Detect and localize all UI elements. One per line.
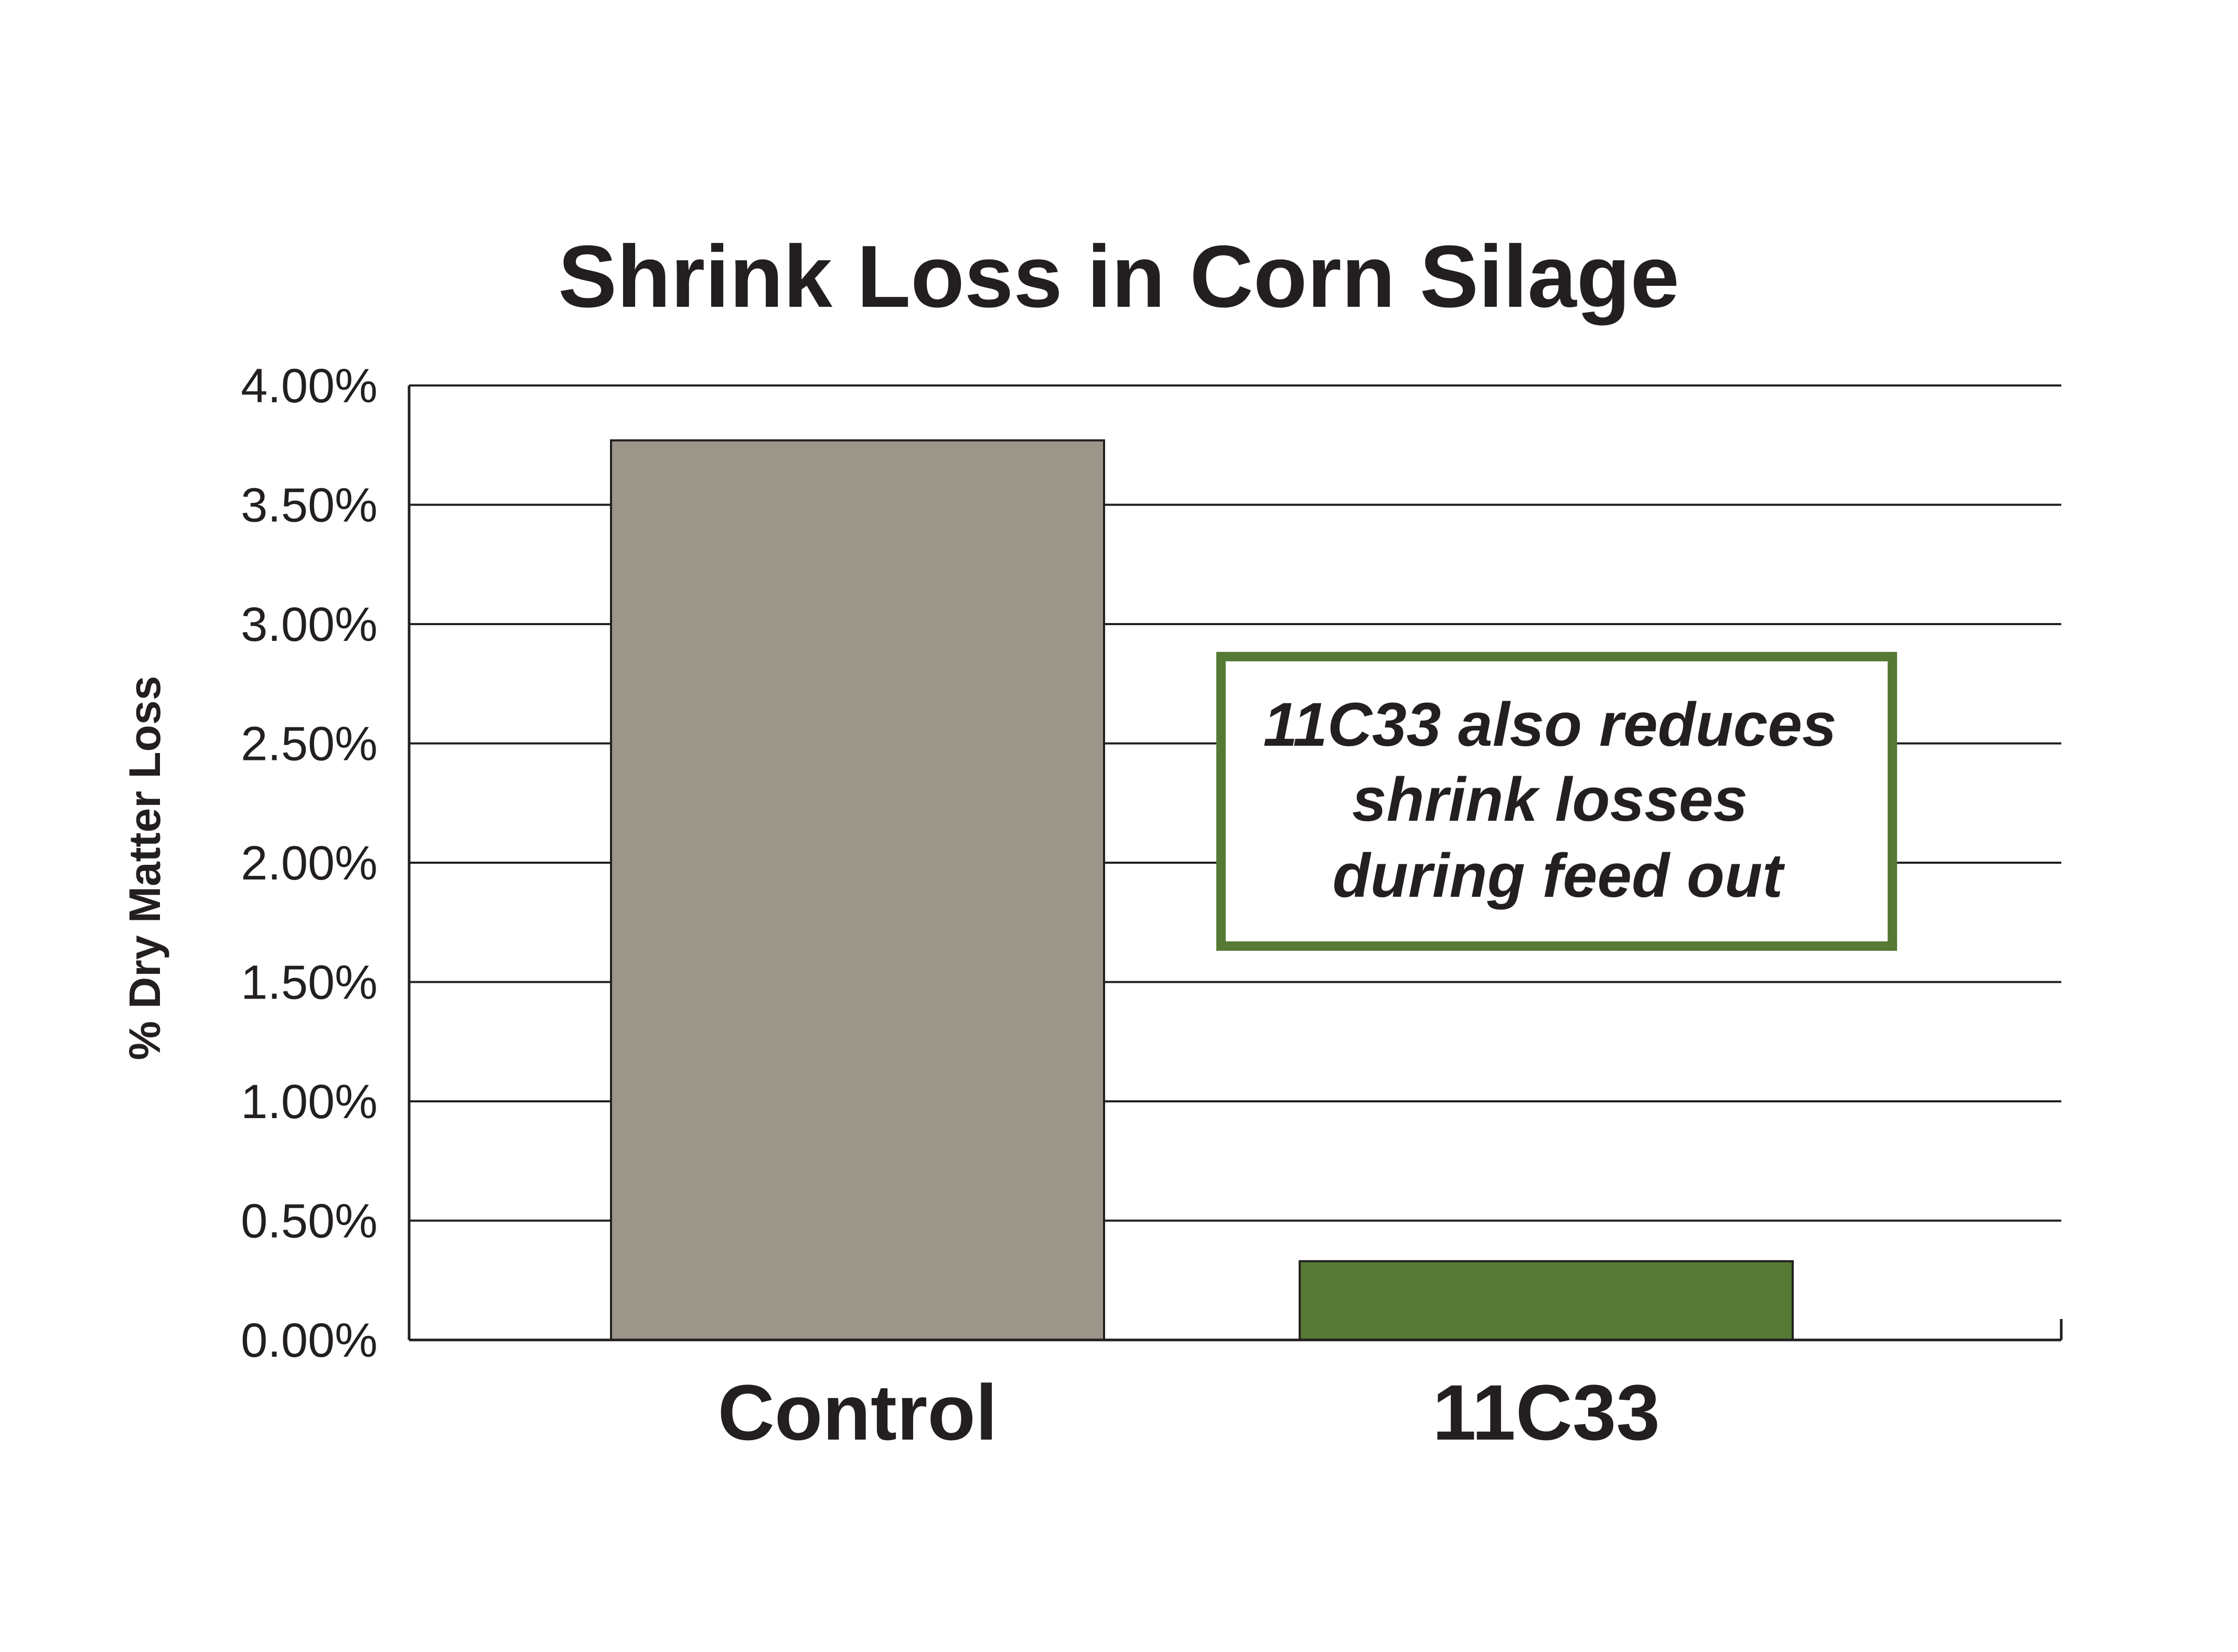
y-tick-label: 2.50% — [241, 717, 378, 771]
annotation-line-1: 11C33 also reduces — [1263, 690, 1836, 759]
axes — [408, 385, 2063, 1342]
x-category-label: 11C33 — [1432, 1368, 1660, 1456]
bars — [610, 439, 1794, 1342]
y-tick-label: 2.00% — [241, 836, 378, 890]
annotation-line-2: shrink losses — [1352, 765, 1748, 834]
y-tick-label: 0.50% — [241, 1195, 378, 1248]
y-tick-label: 3.00% — [241, 598, 378, 651]
annotation-border — [1216, 652, 1897, 951]
chart-title: Shrink Loss in Corn Silage — [558, 227, 1679, 326]
x-category-labels: Control 11C33 — [718, 1368, 1659, 1456]
y-tick-label: 4.00% — [241, 359, 378, 413]
y-tick-label: 3.50% — [241, 479, 378, 532]
annotation-box: 11C33 also reduces shrink losses during … — [1216, 652, 1897, 951]
y-tick-label: 1.50% — [241, 956, 378, 1010]
bar-control — [610, 439, 1105, 1341]
y-tick-label: 0.00% — [241, 1314, 378, 1367]
x-category-label: Control — [718, 1368, 997, 1456]
y-tick-labels: 0.00% 0.50% 1.00% 1.50% 2.00% 2.50% 3.00% 3.50%… — [241, 359, 378, 1367]
y-tick-label: 1.00% — [241, 1075, 378, 1129]
annotation-line-3: during feed out — [1333, 841, 1785, 910]
bar-11c33 — [1299, 1260, 1794, 1342]
y-axis-label: % Dry Matter Loss — [120, 676, 169, 1060]
